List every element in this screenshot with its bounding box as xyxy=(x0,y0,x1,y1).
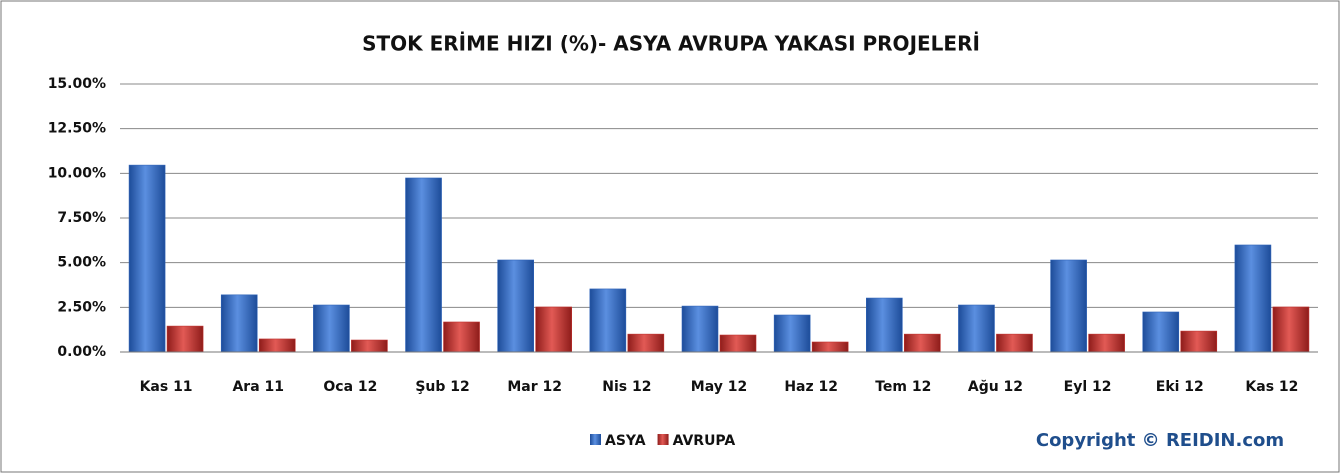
x-tick-label: May 12 xyxy=(691,379,747,395)
legend-label: ASYA xyxy=(605,433,646,449)
bar xyxy=(405,177,442,353)
y-tick-label: 0.00% xyxy=(57,344,106,360)
bar xyxy=(866,297,903,353)
x-tick-label: Eyl 12 xyxy=(1064,379,1112,395)
bar xyxy=(443,321,480,353)
bar xyxy=(1180,330,1218,353)
bar xyxy=(497,259,534,353)
bar xyxy=(904,333,941,353)
bar xyxy=(719,334,757,353)
y-tick-label: 12.50% xyxy=(48,121,106,137)
bar xyxy=(351,339,388,353)
x-tick-label: Ara 11 xyxy=(232,379,284,395)
chart-title: STOK ERİME HIZI (%)- ASYA AVRUPA YAKASI … xyxy=(362,32,980,56)
legend-swatch xyxy=(657,434,669,445)
bar xyxy=(535,306,572,353)
x-tick-label: Eki 12 xyxy=(1156,379,1204,395)
x-tick-label: Şub 12 xyxy=(415,379,469,395)
x-tick-label: Oca 12 xyxy=(323,379,377,395)
y-tick-label: 2.50% xyxy=(57,299,106,315)
bar xyxy=(996,333,1033,353)
legend-swatch xyxy=(590,434,601,445)
bar xyxy=(958,304,995,353)
bar xyxy=(1142,311,1180,353)
bar xyxy=(773,314,811,353)
x-tick-label: Kas 12 xyxy=(1245,379,1298,395)
y-tick-label: 15.00% xyxy=(48,76,106,92)
x-tick-label: Nis 12 xyxy=(602,379,651,395)
bar xyxy=(313,304,350,353)
bar xyxy=(220,294,258,353)
bar xyxy=(1050,259,1087,353)
x-tick-label: Ağu 12 xyxy=(968,379,1023,395)
bar xyxy=(681,305,719,353)
x-tick-label: Haz 12 xyxy=(784,379,838,395)
bar xyxy=(811,341,849,353)
bar xyxy=(589,288,627,353)
x-tick-label: Tem 12 xyxy=(875,379,931,395)
y-tick-label: 10.00% xyxy=(48,165,106,181)
bar xyxy=(128,164,166,353)
bar xyxy=(627,333,665,353)
x-tick-label: Kas 11 xyxy=(140,379,193,395)
bar xyxy=(166,325,204,353)
x-tick-label: Mar 12 xyxy=(507,379,562,395)
bar xyxy=(1088,333,1125,353)
y-tick-label: 5.00% xyxy=(57,255,106,271)
copyright: Copyright © REIDIN.com xyxy=(1036,430,1284,451)
legend-label: AVRUPA xyxy=(673,433,736,449)
y-tick-label: 7.50% xyxy=(57,210,106,226)
bar xyxy=(1272,306,1310,353)
bar xyxy=(258,338,296,353)
bar xyxy=(1234,244,1272,353)
